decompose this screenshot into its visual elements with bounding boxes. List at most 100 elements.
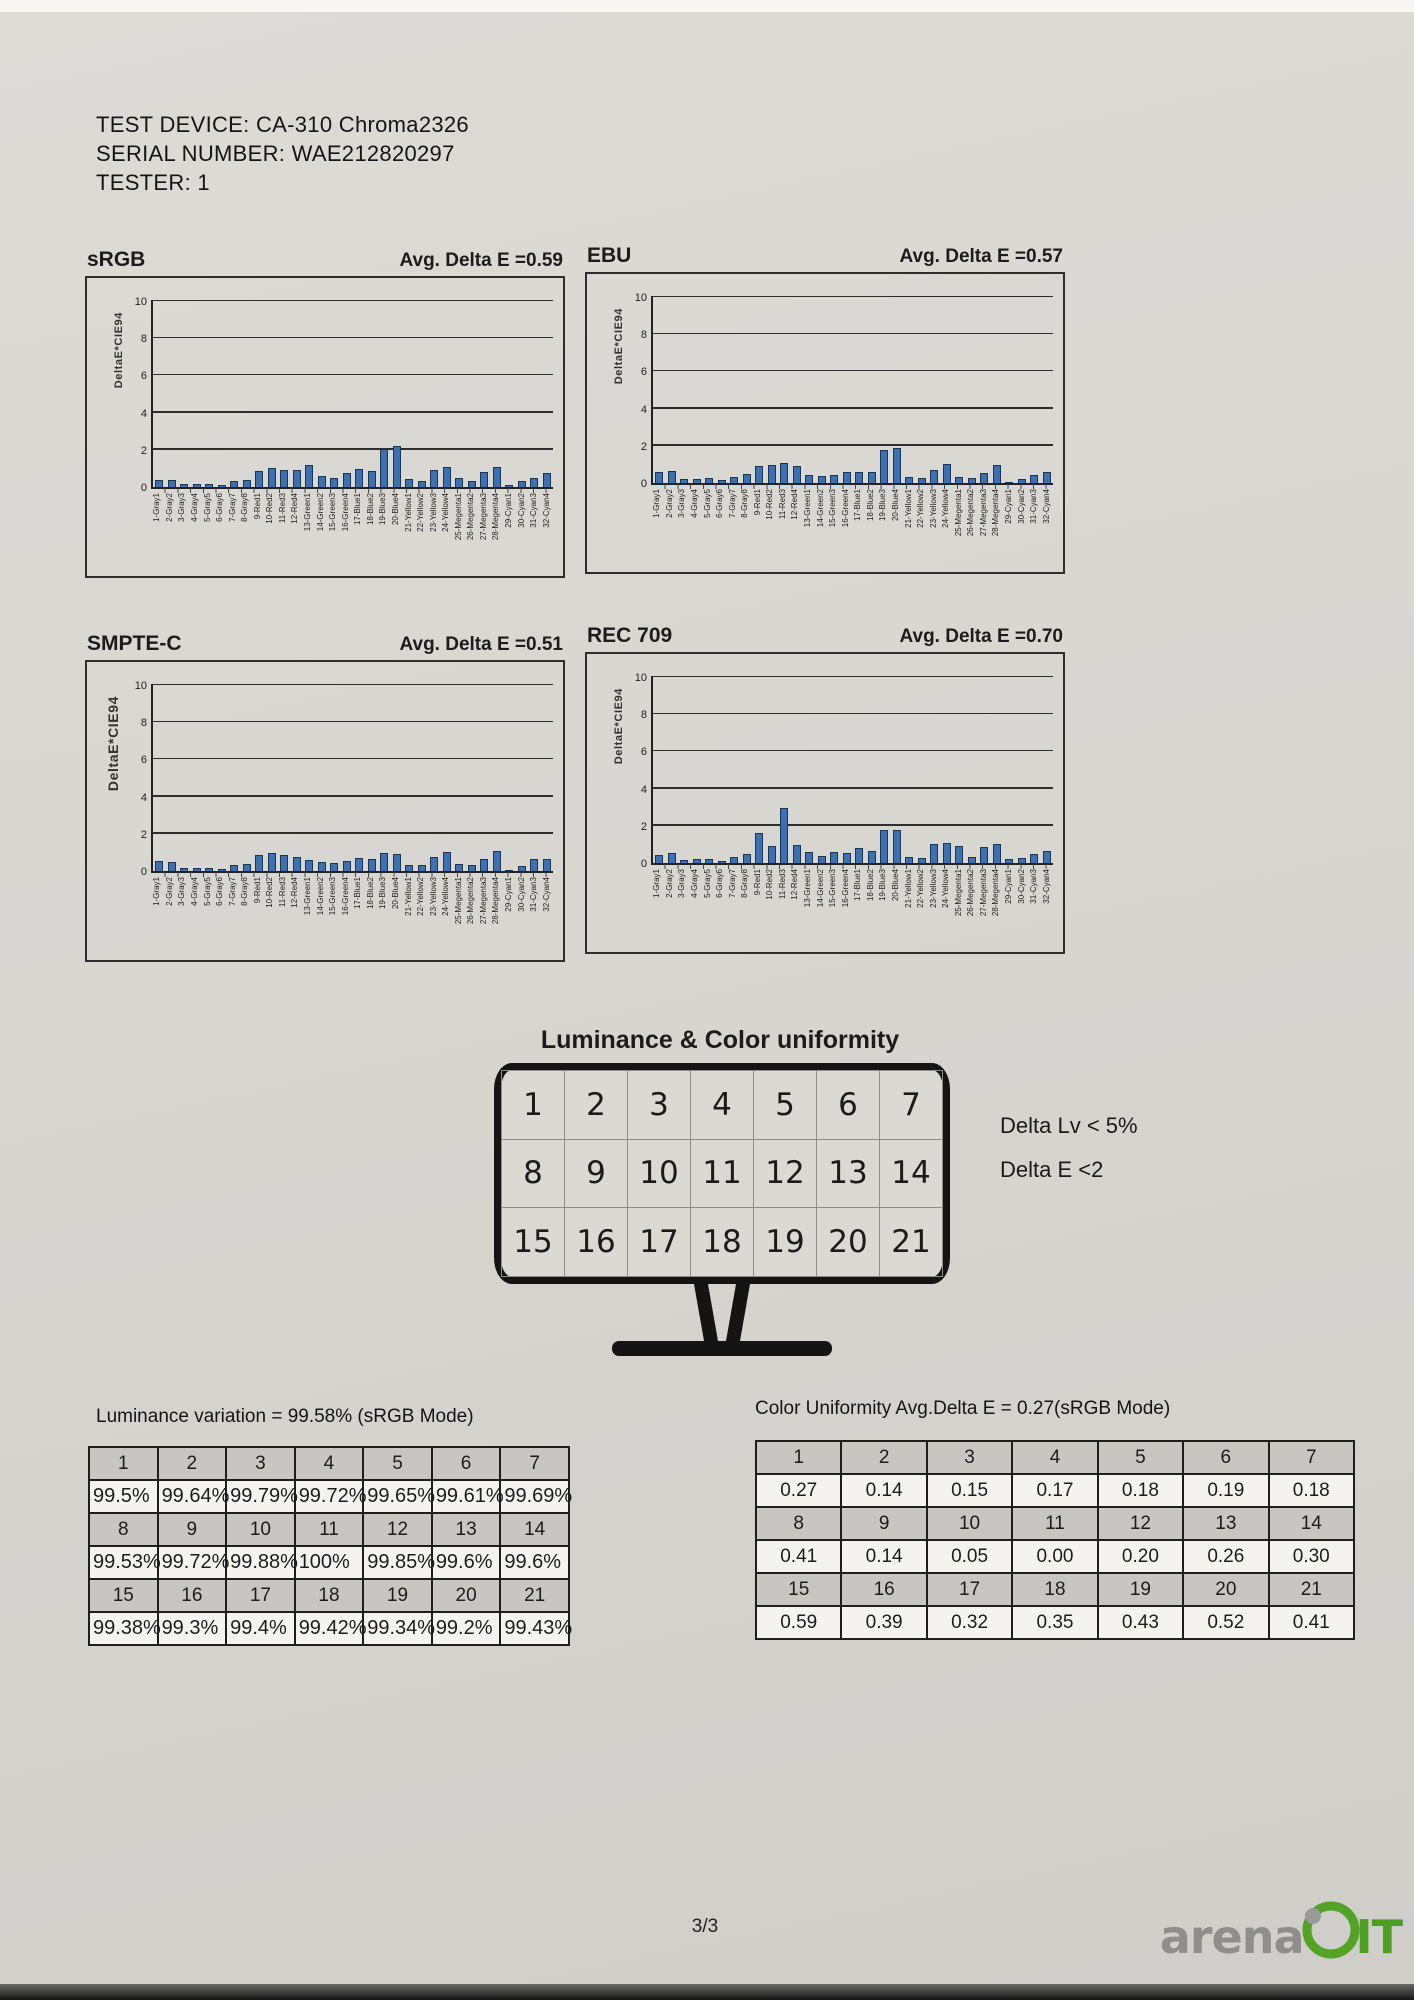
x-category-label: 27-Megenta3 xyxy=(978,489,988,537)
y-tick-label: 4 xyxy=(640,403,647,416)
value-cell: 0.20 xyxy=(1096,1539,1185,1574)
avg-delta-e-label: Avg. Delta E =0.57 xyxy=(899,246,1063,267)
bar xyxy=(830,474,839,483)
avg-delta-e-label: Avg. Delta E =0.51 xyxy=(399,634,563,655)
x-category-label: 5-Gray5 xyxy=(702,869,712,898)
color-uniformity-table: 1 2 3 4 5 6 7 0.27 0.14 0.15 0.17 0.18 0.19 0.18 8 9 10 1… xyxy=(754,1440,1356,1640)
zone-number-cell: 17 xyxy=(925,1572,1014,1607)
x-category-label: 18-Blue2 xyxy=(865,869,875,902)
zone-number-cell: 20 xyxy=(430,1578,502,1613)
x-category-label: 4-Gray4 xyxy=(689,869,699,898)
bar xyxy=(692,479,701,483)
value-cell: 99.2% xyxy=(430,1611,502,1646)
value-cell: 0.39 xyxy=(840,1605,928,1640)
grid-zone-cell: 10 xyxy=(627,1138,691,1209)
bar xyxy=(1005,859,1014,863)
value-cell: 99.88% xyxy=(225,1545,298,1580)
x-category-label: 3-Gray3 xyxy=(677,869,687,898)
x-category-label: 16-Green4 xyxy=(340,493,350,532)
zone-number-cell: 14 xyxy=(1267,1506,1356,1541)
grid-zone-cell: 17 xyxy=(627,1207,691,1277)
zone-number-cell: 9 xyxy=(840,1506,928,1541)
gridline xyxy=(653,749,1053,752)
x-category-label: 32-Cyan4 xyxy=(1041,489,1051,524)
x-axis-labels: 1-Gray1 2-Gray2 3-Gray3 4-Gray4 5-Gray5 6-Gra… xyxy=(151,876,553,958)
value-cell: 0.17 xyxy=(1011,1473,1099,1508)
value-cell: 0.00 xyxy=(1011,1539,1099,1574)
x-category-label: 29-Cyan1 xyxy=(504,493,514,528)
x-category-label: 17-Blue1 xyxy=(853,869,863,902)
value-cell: 0.41 xyxy=(1267,1605,1356,1640)
bar xyxy=(955,477,964,483)
x-category-label: 16-Green4 xyxy=(840,489,850,528)
bar xyxy=(492,851,501,871)
x-category-label: 19-Blue3 xyxy=(878,489,888,522)
monitor-stand xyxy=(582,1284,862,1366)
bar xyxy=(817,475,826,483)
zone-number-cell: 6 xyxy=(1182,1440,1270,1475)
bar xyxy=(255,471,264,487)
x-category-label: 27-Megenta3 xyxy=(478,493,488,541)
bar xyxy=(417,865,426,871)
bar xyxy=(730,856,739,863)
x-category-label: 18-Blue2 xyxy=(365,493,375,526)
value-cell: 0.05 xyxy=(925,1539,1014,1574)
x-category-label: 9-Red1 xyxy=(752,869,762,896)
x-category-label: 25-Megenta1 xyxy=(453,493,463,541)
bar xyxy=(217,869,226,871)
x-category-label: 32-Cyan4 xyxy=(541,493,551,528)
uniformity-title: Luminance & Color uniformity xyxy=(540,1026,900,1054)
x-category-label: 26-Megenta2 xyxy=(466,877,476,925)
gridline xyxy=(153,795,553,797)
zone-number-cell: 18 xyxy=(293,1578,365,1613)
x-category-label: 2-Gray2 xyxy=(164,877,174,906)
bar xyxy=(717,861,726,863)
zone-number-cell: 7 xyxy=(499,1446,570,1481)
bar xyxy=(217,485,226,487)
paper-top-edge xyxy=(0,0,1414,12)
bar xyxy=(717,480,726,483)
value-cell: 99.3% xyxy=(156,1611,228,1646)
value-cell: 0.15 xyxy=(925,1473,1014,1508)
bar xyxy=(880,830,889,863)
x-category-label: 14-Green2 xyxy=(315,493,325,532)
color-uniformity-table-title: Color Uniformity Avg.Delta E = 0.27(sRGB… xyxy=(755,1398,1171,1419)
bar xyxy=(930,469,939,483)
bar xyxy=(317,861,326,871)
y-axis-label: DeltaE*CIE94 xyxy=(613,688,625,765)
grid-zone-cell: 5 xyxy=(753,1070,817,1140)
chart-title: REC 709 xyxy=(587,624,673,647)
y-tick-label: 4 xyxy=(140,791,147,804)
x-axis-labels: 1-Gray1 2-Gray2 3-Gray3 4-Gray4 5-Gray5 6-Gra… xyxy=(651,868,1053,950)
x-category-label: 4-Gray4 xyxy=(189,877,199,906)
bar xyxy=(780,463,789,483)
grid-zone-cell: 3 xyxy=(627,1070,691,1140)
photo-bottom-edge xyxy=(0,1984,1414,2000)
avg-delta-e-label: Avg. Delta E =0.59 xyxy=(399,250,563,271)
gridline xyxy=(153,336,553,339)
x-category-label: 30-Cyan2 xyxy=(516,877,526,912)
x-category-label: 10-Red2 xyxy=(265,493,275,524)
gridline xyxy=(153,832,553,834)
monitor-stand-graphic xyxy=(612,1284,832,1356)
bar xyxy=(317,475,326,487)
x-category-label: 25-Megenta1 xyxy=(953,489,963,537)
x-category-label: 16-Green4 xyxy=(340,877,350,916)
zone-number-cell: 18 xyxy=(1011,1572,1099,1607)
y-tick-label: 6 xyxy=(640,366,647,379)
bar xyxy=(830,851,839,863)
y-tick-label: 0 xyxy=(140,482,147,494)
zone-number-cell: 16 xyxy=(156,1578,228,1613)
zone-number-cell: 19 xyxy=(1096,1572,1185,1607)
chart-smpte-c: SMPTE-C Avg. Delta E =0.51 DeltaE*CIE94 … xyxy=(85,632,565,962)
value-cell: 99.72% xyxy=(293,1479,367,1514)
zone-number-cell: 7 xyxy=(1267,1440,1356,1475)
x-category-label: 5-Gray5 xyxy=(702,489,712,518)
zone-number-cell: 1 xyxy=(754,1440,843,1475)
grid-zone-cell: 18 xyxy=(690,1207,754,1277)
grid-zone-cell: 15 xyxy=(501,1207,565,1277)
zone-number-cell: 20 xyxy=(1182,1572,1270,1607)
x-category-label: 28-Megenta4 xyxy=(991,869,1001,917)
value-cell: 0.14 xyxy=(840,1539,928,1574)
x-category-label: 11-Red3 xyxy=(777,489,787,520)
